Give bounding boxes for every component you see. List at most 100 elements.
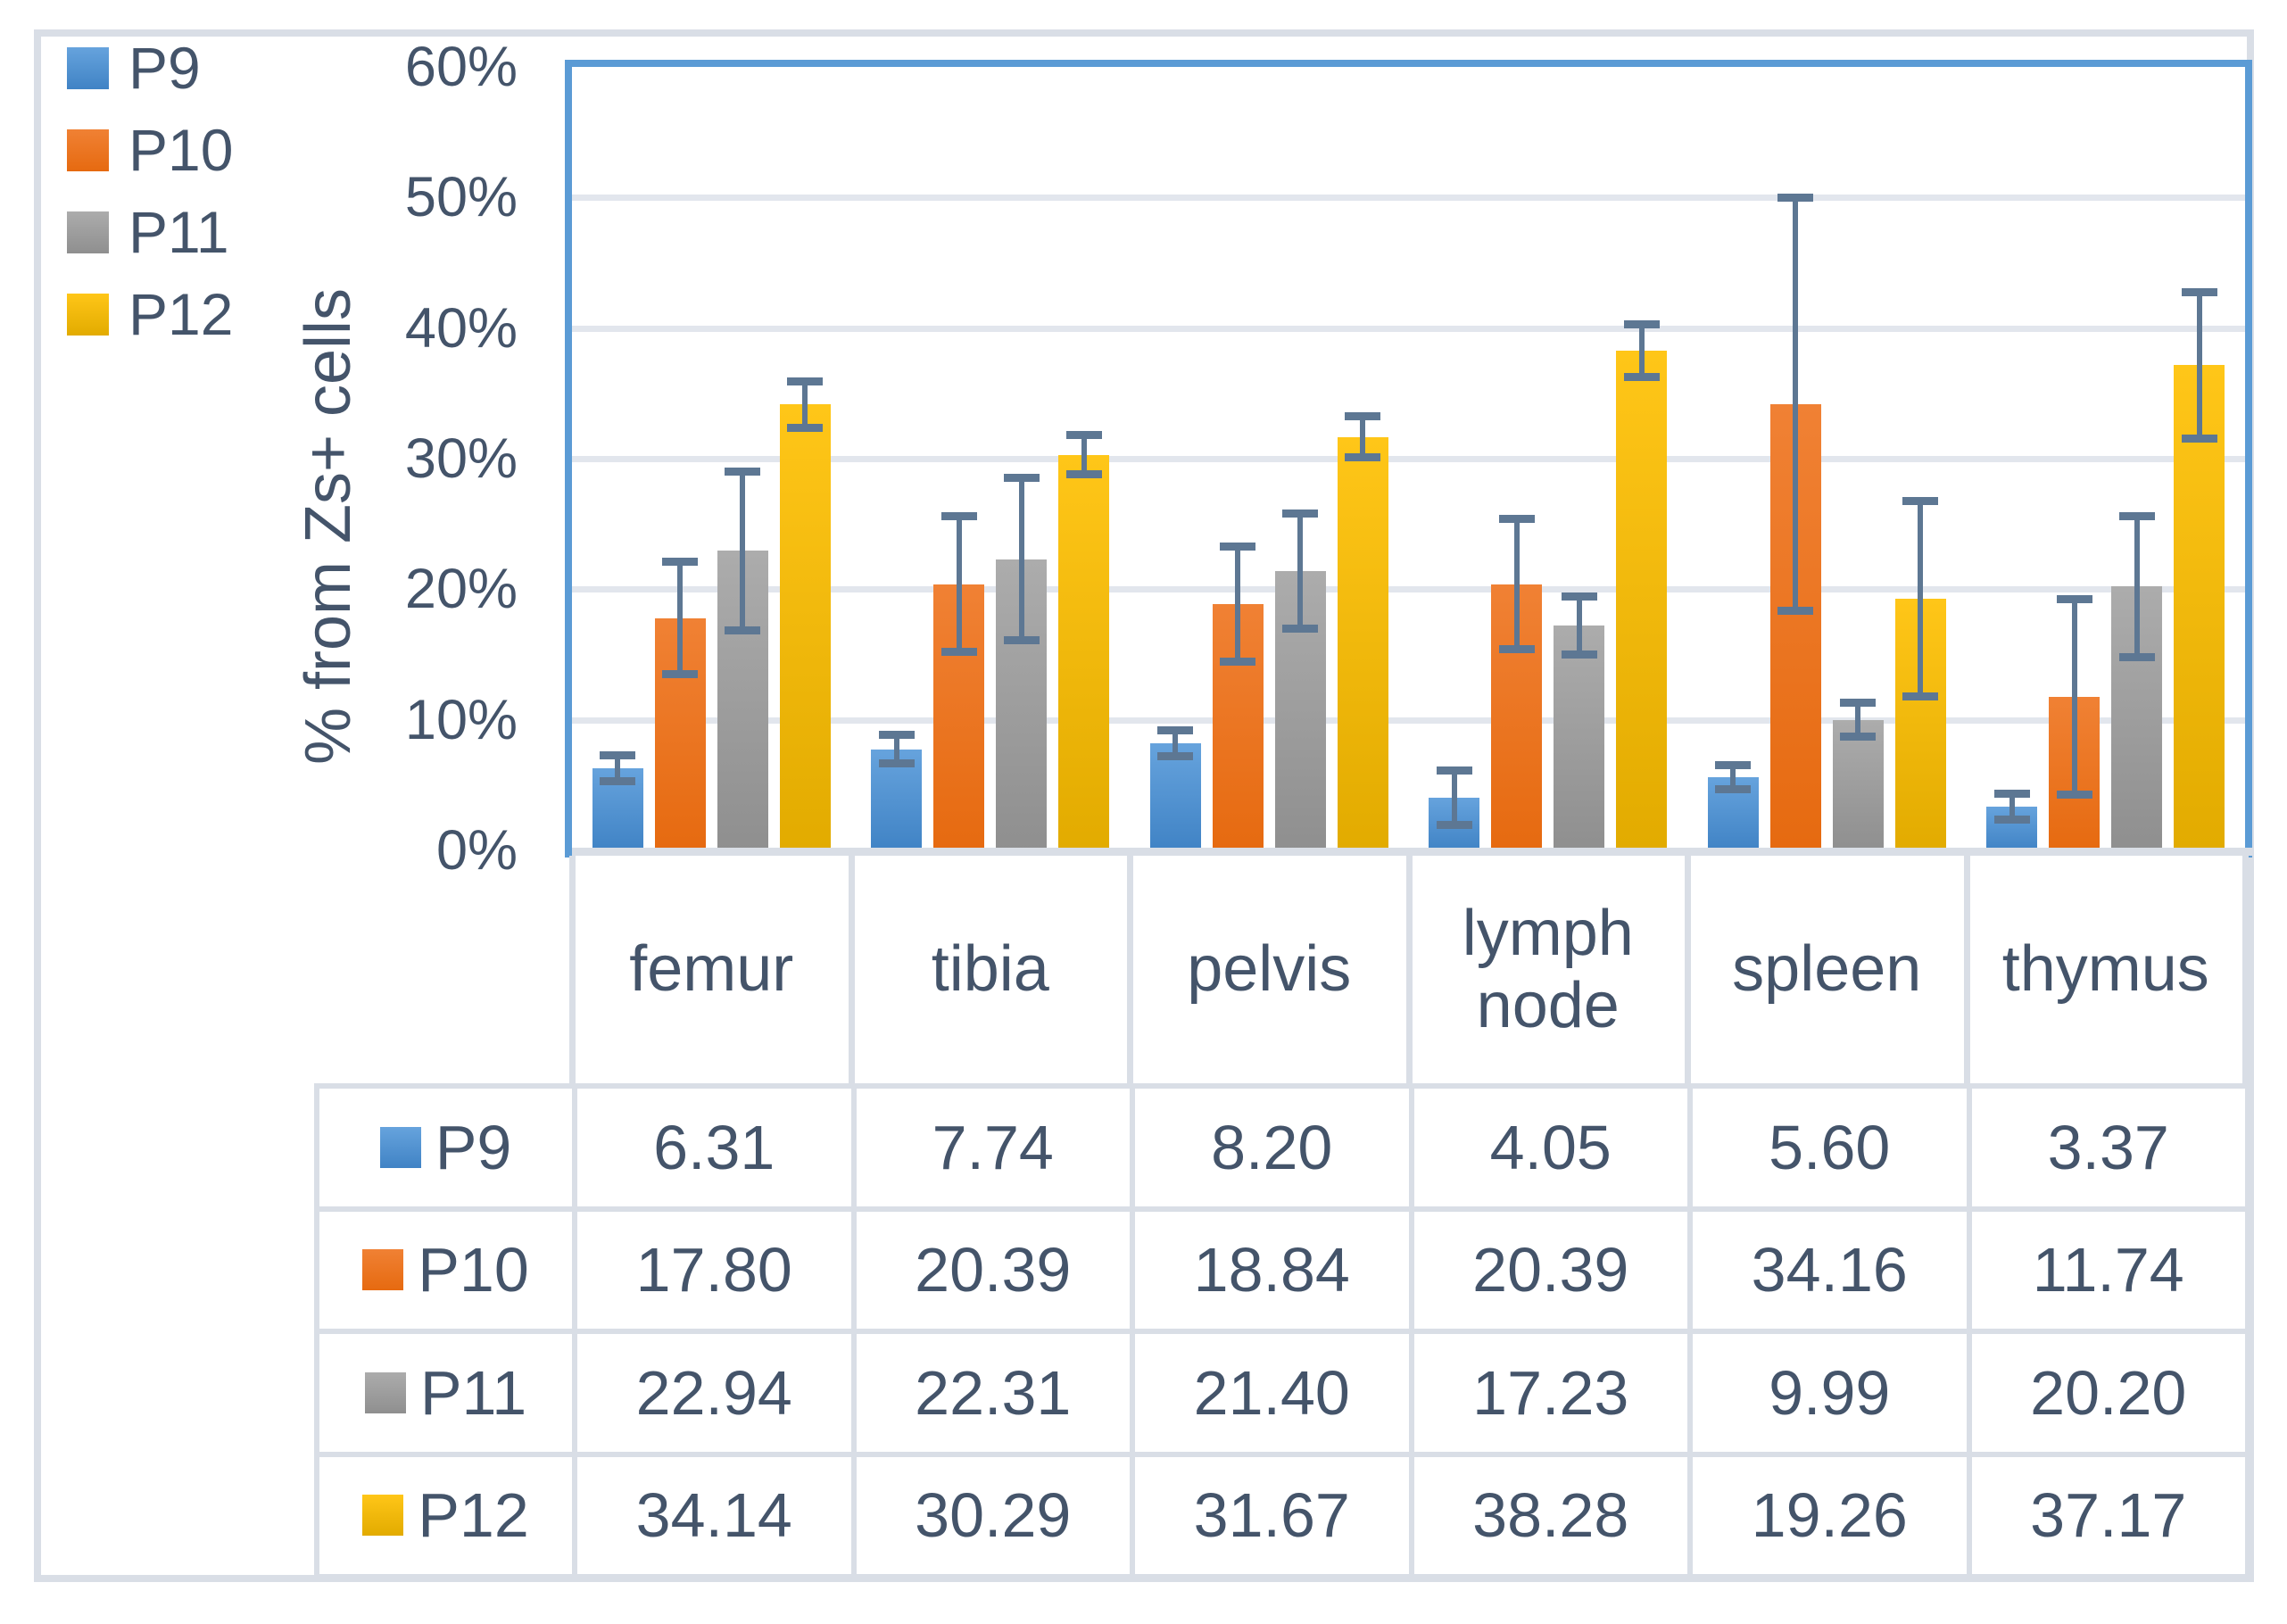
bar-P9-pelvis [1149, 743, 1201, 850]
error-bar-P12-pelvis-cap-top [1345, 411, 1381, 420]
error-bar-P12-spleen-cap-top [1902, 496, 1939, 505]
table-cell-P11-thymus: 20.20 [1971, 1334, 2245, 1452]
y-tick-label-40: 40% [404, 296, 518, 360]
error-bar-P9-thymus-line [2009, 793, 2015, 820]
table-row-key-swatch-P12 [362, 1495, 404, 1537]
error-bar-P9-tibia-cap-bottom [878, 759, 915, 768]
error-bar-P12-thymus-cap-top [2181, 287, 2217, 296]
table-cell-P10-tibia: 20.39 [856, 1211, 1130, 1329]
error-bar-P10-lymph-node-cap-bottom [1498, 645, 1535, 654]
table-cell-P10-spleen: 34.16 [1693, 1211, 1967, 1329]
table-cell-P12-pelvis: 31.67 [1135, 1456, 1409, 1574]
error-bar-P9-spleen-line [1730, 765, 1736, 790]
table-cell-P10-pelvis: 18.84 [1135, 1211, 1409, 1329]
error-bar-P10-spleen-line [1793, 197, 1799, 611]
error-bar-P11-lymph-node-cap-bottom [1561, 650, 1597, 659]
y-tick-label-10: 10% [404, 688, 518, 751]
error-bar-P9-spleen-cap-top [1715, 761, 1752, 770]
error-bar-P12-lymph-node-cap-top [1623, 320, 1660, 329]
table-cell-P10-lymph-node: 20.39 [1413, 1211, 1687, 1329]
error-bar-P10-pelvis-line [1235, 546, 1241, 662]
error-bar-P9-tibia-line [893, 734, 899, 764]
error-bar-P12-femur-cap-bottom [787, 424, 824, 433]
table-cell-P10-thymus: 11.74 [1971, 1211, 2245, 1329]
error-bar-P12-thymus-cap-bottom [2181, 434, 2217, 443]
error-bar-P12-pelvis-line [1360, 416, 1366, 458]
category-divider [848, 856, 855, 1089]
error-bar-P9-femur-cap-bottom [600, 776, 636, 785]
table-cell-P12-thymus: 37.17 [1971, 1456, 2245, 1574]
table-row-header-label: P12 [418, 1480, 529, 1551]
error-bar-P9-lymph-node-cap-bottom [1436, 820, 1472, 829]
y-tick-label-0: 0% [435, 819, 518, 882]
error-bar-P10-pelvis-cap-bottom [1220, 658, 1256, 667]
category-divider [1963, 856, 1970, 1089]
x-axis-line [572, 848, 2252, 856]
table-cell-P9-pelvis: 8.20 [1135, 1089, 1409, 1206]
table-cell-P11-femur: 22.94 [577, 1334, 851, 1452]
error-bar-P11-lymph-node-cap-top [1561, 592, 1597, 601]
bar-P12-thymus [2174, 365, 2225, 850]
error-bar-P12-tibia-cap-bottom [1065, 470, 1102, 479]
table-row-header-label: P10 [418, 1235, 529, 1305]
category-label-tibia: tibia [931, 933, 1049, 1006]
error-bar-P10-pelvis-cap-top [1220, 543, 1256, 551]
table-row-header-P9: P9 [319, 1089, 572, 1206]
table-cell-P9-lymph-node: 4.05 [1413, 1089, 1687, 1206]
error-bar-P11-femur-line [740, 471, 746, 631]
table-cell-P9-spleen: 5.60 [1693, 1089, 1967, 1206]
error-bar-P9-spleen-cap-bottom [1715, 784, 1752, 793]
category-divider [1685, 856, 1691, 1089]
error-bar-P11-pelvis-cap-top [1282, 509, 1319, 518]
gridline-10 [572, 717, 2245, 724]
legend-item-P9: P9 [67, 38, 233, 97]
error-bar-P12-spleen-line [1918, 501, 1924, 697]
legend-label: P12 [128, 281, 234, 347]
error-bar-P11-spleen-cap-bottom [1840, 733, 1877, 742]
bar-P11-spleen [1832, 719, 1884, 850]
bar-P11-lymph-node [1554, 625, 1605, 850]
y-tick-label-30: 30% [404, 427, 518, 490]
error-bar-P12-pelvis-cap-bottom [1345, 453, 1381, 462]
category-divider [1127, 856, 1133, 1089]
table-row-header-P12: P12 [319, 1456, 572, 1574]
legend-label: P10 [128, 117, 234, 183]
bar-P12-lymph-node [1616, 350, 1668, 850]
error-bar-P12-tibia-line [1081, 435, 1087, 475]
table-cell-P12-femur: 34.14 [577, 1456, 851, 1574]
legend-label: P11 [128, 199, 229, 265]
gridline-50 [572, 195, 2245, 202]
error-bar-P11-femur-cap-top [725, 467, 761, 476]
category-divider [2242, 856, 2249, 1089]
error-bar-P11-tibia-cap-top [1003, 474, 1040, 483]
category-label-spleen: spleen [1732, 933, 1922, 1006]
table-row-header-label: P11 [419, 1357, 527, 1428]
legend-swatch-P11 [67, 211, 109, 253]
error-bar-P10-thymus-cap-bottom [2056, 791, 2092, 800]
error-bar-P9-pelvis-cap-bottom [1157, 752, 1194, 761]
error-bar-P11-femur-cap-bottom [725, 626, 761, 635]
y-tick-label-50: 50% [404, 166, 518, 229]
error-bar-P10-femur-cap-top [662, 558, 699, 567]
legend-item-P11: P11 [67, 199, 233, 265]
error-bar-P12-lymph-node-cap-bottom [1623, 372, 1660, 381]
error-bar-P11-pelvis-cap-bottom [1282, 624, 1319, 633]
table-cell-P9-tibia: 7.74 [856, 1089, 1130, 1206]
error-bar-P10-femur-cap-bottom [662, 669, 699, 678]
error-bar-P9-thymus-cap-top [1993, 789, 2030, 798]
error-bar-P11-spleen-line [1855, 702, 1861, 737]
gridline-40 [572, 325, 2245, 332]
table-cell-P11-spleen: 9.99 [1693, 1334, 1967, 1452]
error-bar-P10-spleen-cap-top [1777, 194, 1814, 203]
error-bar-P12-lymph-node-line [1638, 324, 1645, 377]
table-cell-P12-lymph-node: 38.28 [1413, 1456, 1687, 1574]
error-bar-P10-tibia-cap-top [940, 512, 977, 521]
category-label-thymus: thymus [2001, 933, 2209, 1006]
error-bar-P11-thymus-cap-bottom [2118, 652, 2155, 661]
error-bar-P9-femur-cap-top [600, 750, 636, 759]
error-bar-P9-lymph-node-cap-top [1436, 766, 1472, 775]
legend-swatch-P10 [67, 128, 109, 171]
category-divider [569, 856, 576, 1089]
error-bar-P12-spleen-cap-bottom [1902, 692, 1939, 701]
